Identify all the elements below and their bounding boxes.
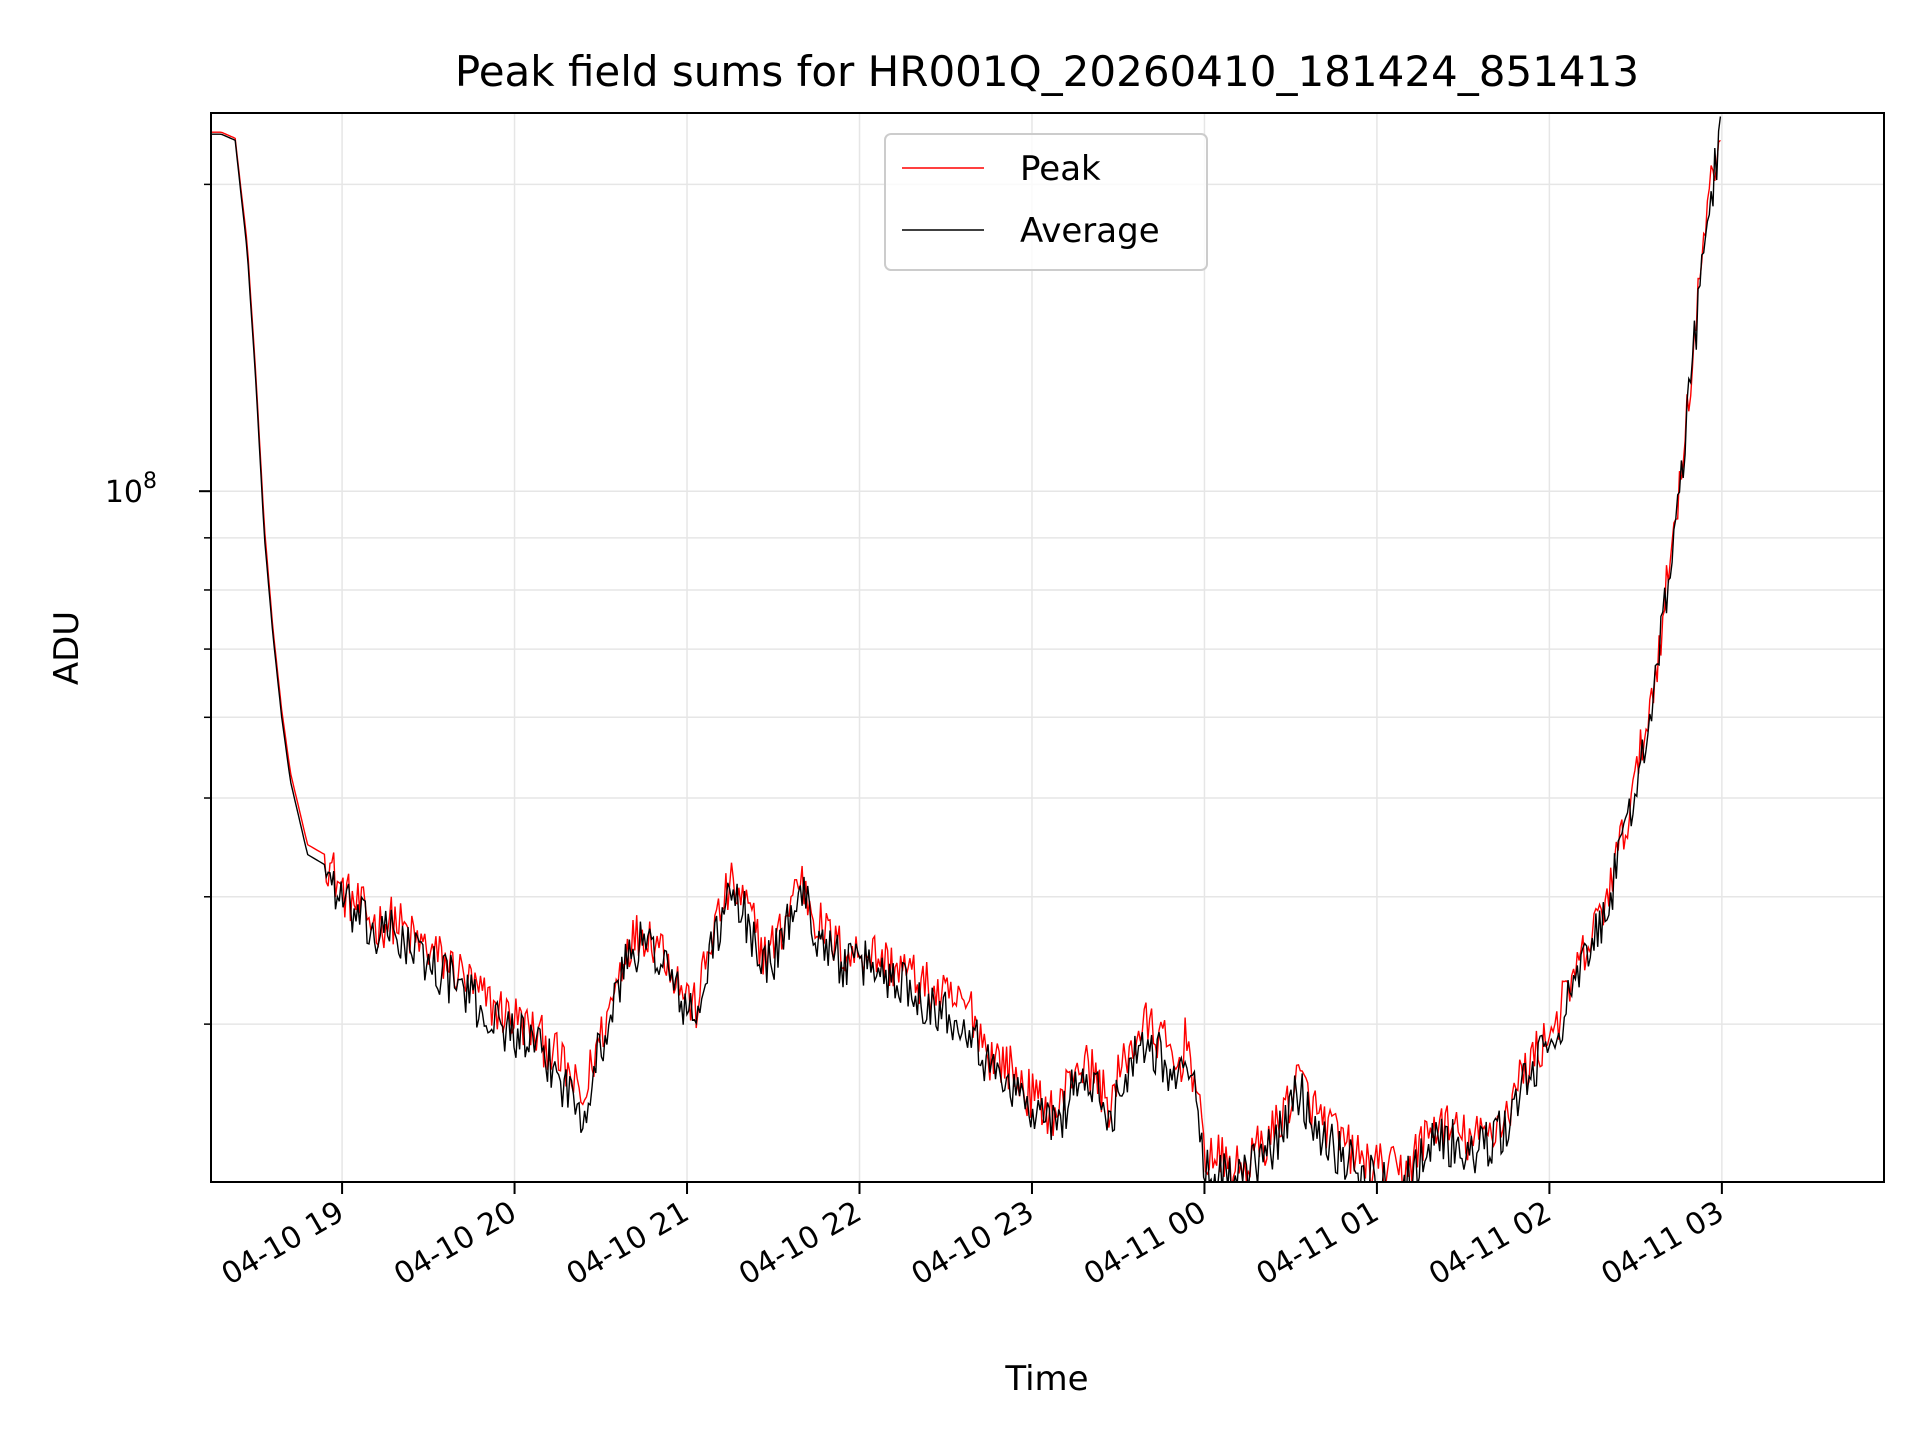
series-layer [211,116,1722,1182]
x-axis-ticks: 04-10 19 04-10 20 04-10 21 04-10 22 04-10 23… [216,1182,1730,1292]
y-axis-label: ADU [47,611,87,685]
x-tick-label: 04-11 02 [1423,1195,1557,1293]
legend-average-label: Average [1020,211,1160,251]
y-tick-base: 10 [105,475,143,510]
y-tick-label: 108 [105,469,157,510]
x-tick-label: 04-11 03 [1596,1195,1730,1293]
x-tick-label: 04-10 21 [561,1195,695,1293]
x-tick-label: 04-10 20 [388,1195,522,1293]
x-tick-label: 04-10 22 [733,1195,867,1293]
legend: Peak Average [884,133,1208,271]
grid-lines [211,113,1884,1182]
x-axis-label: Time [1004,1359,1088,1399]
x-tick-label: 04-11 00 [1078,1195,1212,1293]
x-tick-label: 04-10 23 [906,1195,1040,1293]
y-tick-exponent: 8 [143,469,157,494]
y-axis-ticks: 108 [105,183,211,1025]
x-tick-label: 04-11 01 [1251,1195,1385,1293]
chart-title: Peak field sums for HR001Q_20260410_1814… [455,47,1639,96]
plot-frame [210,112,1885,1183]
series-line-peak [211,131,1721,1182]
legend-peak-label: Peak [1020,149,1101,189]
series-line-average [211,116,1722,1182]
x-tick-label: 04-10 19 [216,1195,350,1293]
